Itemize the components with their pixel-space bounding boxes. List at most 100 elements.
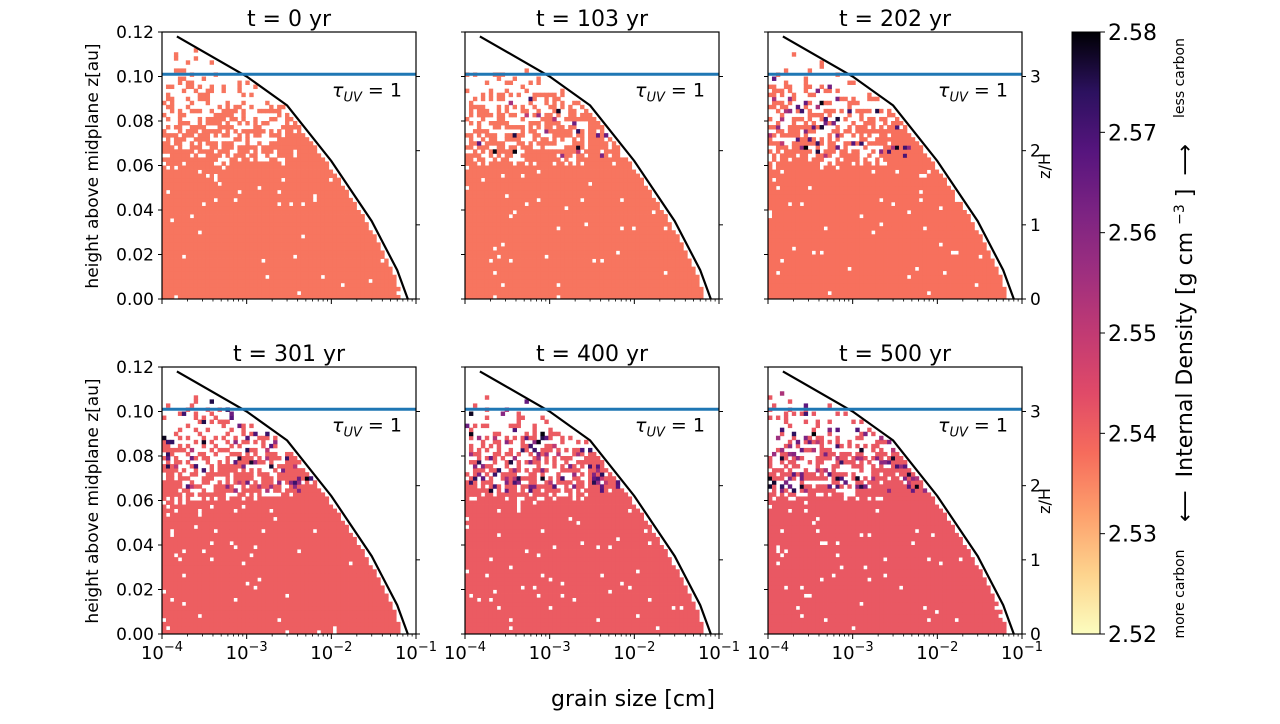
heatmap-cell bbox=[329, 255, 333, 259]
heatmap-cell bbox=[552, 117, 556, 121]
heatmap-cell bbox=[305, 275, 309, 279]
heatmap-cell bbox=[560, 271, 564, 275]
heatmap-cell bbox=[202, 230, 206, 234]
heatmap-cell bbox=[493, 263, 497, 267]
heatmap-cell bbox=[596, 194, 600, 198]
heatmap-cell bbox=[835, 275, 839, 279]
heatmap-cell bbox=[170, 178, 174, 182]
heatmap-cell bbox=[608, 149, 612, 153]
heatmap-cell bbox=[656, 271, 660, 275]
heatmap-cell bbox=[600, 218, 604, 222]
heatmap-cell bbox=[596, 202, 600, 206]
heatmap-cell bbox=[465, 218, 469, 222]
heatmap-cell bbox=[249, 194, 253, 198]
heatmap-cell bbox=[572, 194, 576, 198]
heatmap-cell bbox=[772, 291, 776, 295]
heatmap-cell bbox=[509, 137, 513, 141]
heatmap-cell bbox=[517, 170, 521, 174]
heatmap-cell bbox=[345, 271, 349, 275]
heatmap-cell bbox=[675, 246, 679, 250]
heatmap-cell bbox=[372, 246, 376, 250]
heatmap-cell bbox=[600, 125, 604, 129]
heatmap-cell bbox=[214, 194, 218, 198]
heatmap-cell bbox=[372, 283, 376, 287]
heatmap-cell bbox=[465, 291, 469, 295]
heatmap-cell bbox=[536, 250, 540, 254]
heatmap-cell bbox=[588, 121, 592, 125]
heatmap-cell bbox=[269, 166, 273, 170]
heatmap-cell bbox=[341, 214, 345, 218]
heatmap-cell bbox=[341, 263, 345, 267]
heatmap-cell bbox=[612, 214, 616, 218]
heatmap-cell bbox=[261, 170, 265, 174]
heatmap-cell bbox=[313, 161, 317, 165]
heatmap-cell bbox=[277, 105, 281, 109]
heatmap-cell bbox=[364, 279, 368, 283]
heatmap-cell bbox=[911, 275, 915, 279]
heatmap-cell bbox=[687, 287, 691, 291]
heatmap-cell bbox=[372, 267, 376, 271]
heatmap-cell bbox=[568, 117, 572, 121]
heatmap-cell bbox=[317, 153, 321, 157]
heatmap-cell bbox=[648, 198, 652, 202]
heatmap-cell bbox=[465, 133, 469, 137]
heatmap-cell bbox=[564, 198, 568, 202]
heatmap-cell bbox=[935, 250, 939, 254]
heatmap-cell bbox=[261, 186, 265, 190]
heatmap-cell bbox=[768, 291, 772, 295]
heatmap-cell bbox=[592, 242, 596, 246]
heatmap-cell bbox=[544, 246, 548, 250]
heatmap-cell bbox=[548, 194, 552, 198]
heatmap-cell bbox=[604, 153, 608, 157]
heatmap-cell bbox=[982, 279, 986, 283]
heatmap-cell bbox=[652, 283, 656, 287]
heatmap-cell bbox=[186, 271, 190, 275]
heatmap-cell bbox=[859, 275, 863, 279]
heatmap-cell bbox=[380, 287, 384, 291]
heatmap-cell bbox=[174, 218, 178, 222]
heatmap-cell bbox=[218, 255, 222, 259]
heatmap-cell bbox=[186, 182, 190, 186]
heatmap-cell bbox=[493, 186, 497, 190]
heatmap-cell bbox=[505, 186, 509, 190]
heatmap-cell bbox=[226, 279, 230, 283]
heatmap-cell bbox=[600, 129, 604, 133]
heatmap-cell bbox=[281, 242, 285, 246]
heatmap-cell bbox=[568, 255, 572, 259]
heatmap-cell bbox=[887, 287, 891, 291]
heatmap-cell bbox=[687, 283, 691, 287]
heatmap-cell bbox=[245, 121, 249, 125]
heatmap-cell bbox=[190, 210, 194, 214]
heatmap-cell bbox=[198, 186, 202, 190]
heatmap-cell bbox=[190, 271, 194, 275]
heatmap-cell bbox=[982, 259, 986, 263]
heatmap-cell bbox=[529, 182, 533, 186]
heatmap-cell bbox=[473, 141, 477, 145]
heatmap-cell bbox=[855, 263, 859, 267]
heatmap-cell bbox=[285, 121, 289, 125]
heatmap-cell bbox=[843, 279, 847, 283]
heatmap-cell bbox=[372, 263, 376, 267]
heatmap-cell bbox=[249, 202, 253, 206]
heatmap-cell bbox=[616, 246, 620, 250]
heatmap-cell bbox=[796, 259, 800, 263]
heatmap-cell bbox=[532, 190, 536, 194]
heatmap-cell bbox=[253, 174, 257, 178]
heatmap-cell bbox=[218, 198, 222, 202]
heatmap-cell bbox=[166, 226, 170, 230]
heatmap-cell bbox=[656, 291, 660, 295]
heatmap-cell bbox=[245, 81, 249, 85]
heatmap-cell bbox=[174, 178, 178, 182]
heatmap-cell bbox=[194, 226, 198, 230]
heatmap-cell bbox=[325, 250, 329, 254]
heatmap-cell bbox=[214, 113, 218, 117]
heatmap-cell bbox=[333, 178, 337, 182]
heatmap-cell bbox=[804, 291, 808, 295]
heatmap-cell bbox=[691, 287, 695, 291]
heatmap-cell bbox=[588, 178, 592, 182]
heatmap-cell bbox=[679, 250, 683, 254]
heatmap-cell bbox=[632, 287, 636, 291]
heatmap-cell bbox=[360, 263, 364, 267]
heatmap-cell bbox=[317, 230, 321, 234]
heatmap-cell bbox=[608, 170, 612, 174]
